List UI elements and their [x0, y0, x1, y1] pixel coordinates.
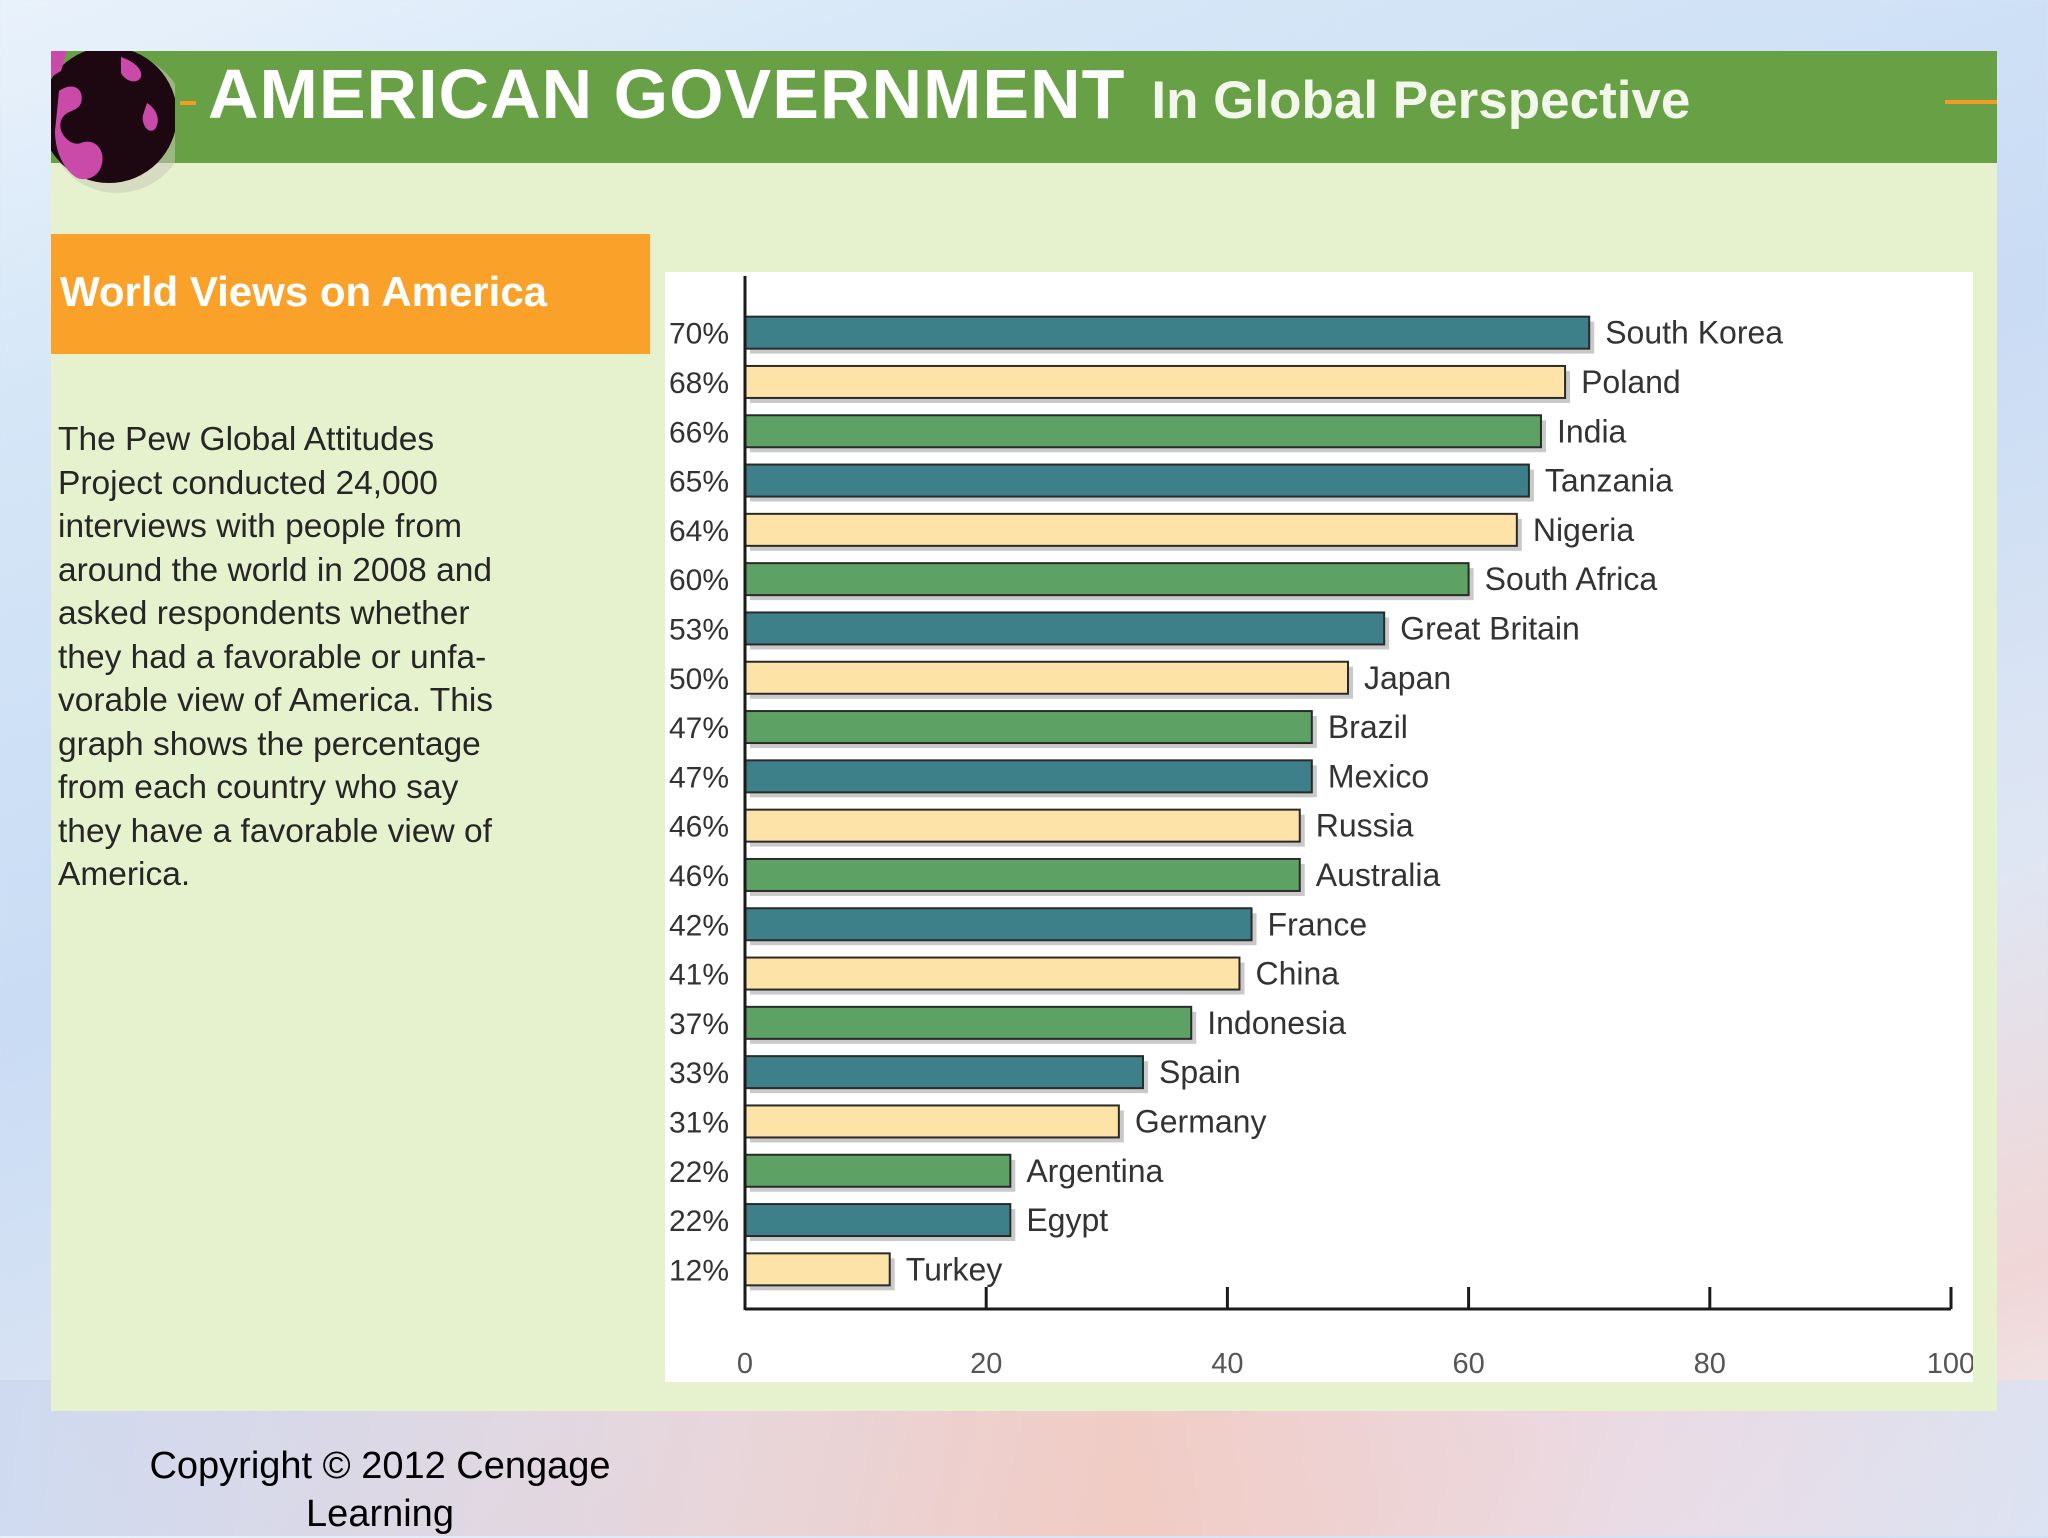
- value-label: 50%: [669, 663, 729, 696]
- value-label: 70%: [669, 318, 729, 351]
- category-label: Germany: [1135, 1103, 1267, 1139]
- value-label: 47%: [669, 761, 729, 794]
- description-line: they had a favorable or unfa-: [58, 638, 487, 676]
- value-label: 46%: [669, 811, 729, 844]
- category-label: Mexico: [1328, 758, 1429, 794]
- x-tick-label: 100: [1927, 1348, 1973, 1380]
- bar: [744, 808, 1301, 843]
- x-tick-label: 0: [737, 1348, 753, 1380]
- bar-chart: 70% South Korea 68% Poland 66% India 65% Tanzan…: [669, 276, 1973, 1380]
- category-label: South Africa: [1485, 561, 1658, 597]
- value-label: 53%: [669, 613, 729, 646]
- bar: [744, 562, 1470, 597]
- header-banner: [51, 51, 1997, 163]
- value-label: 65%: [669, 466, 729, 499]
- bar: [744, 611, 1386, 646]
- bar: [744, 759, 1313, 794]
- category-label: Nigeria: [1533, 512, 1635, 548]
- description-line: graph shows the percentage: [58, 725, 481, 763]
- category-label: Brazil: [1328, 709, 1408, 745]
- value-label: 46%: [669, 860, 729, 893]
- copyright-text: Copyright © 2012 Cengage Learning: [100, 1442, 660, 1538]
- category-label: Great Britain: [1400, 610, 1580, 646]
- description-line: Project conducted 24,000: [58, 464, 438, 502]
- globe-icon: [51, 51, 175, 221]
- chart-panel: 70% South Korea 68% Poland 66% India 65% Tanzan…: [665, 272, 1973, 1382]
- bar: [744, 315, 1591, 350]
- category-label: Tanzania: [1545, 463, 1673, 499]
- bar: [744, 660, 1349, 695]
- bar: [744, 1005, 1193, 1040]
- bar: [744, 710, 1313, 745]
- title-main: AMERICAN GOVERNMENT: [208, 55, 1126, 133]
- category-label: Japan: [1364, 660, 1451, 696]
- x-tick-label: 20: [970, 1348, 1002, 1380]
- description-line: interviews with people from: [58, 508, 463, 545]
- copyright-line: Learning: [306, 1493, 454, 1535]
- category-label: Russia: [1316, 808, 1414, 844]
- value-label: 66%: [669, 416, 729, 449]
- value-label: 22%: [669, 1205, 729, 1238]
- value-label: 64%: [669, 515, 729, 548]
- description-line: asked respondents whether: [58, 595, 470, 632]
- page-title: AMERICAN GOVERNMENT In Global Perspectiv…: [208, 54, 1690, 154]
- bar: [744, 414, 1542, 449]
- copyright-line: Copyright © 2012 Cengage: [149, 1445, 611, 1487]
- description-text: The Pew Global Attitudes Project conducte…: [58, 418, 578, 897]
- bar: [744, 1104, 1120, 1139]
- value-label: 37%: [669, 1008, 729, 1041]
- x-tick-label: 60: [1452, 1348, 1484, 1380]
- category-label: India: [1557, 413, 1627, 449]
- bar: [744, 907, 1253, 942]
- section-heading-box: [51, 234, 650, 354]
- x-tick-label: 40: [1211, 1348, 1243, 1380]
- category-label: Poland: [1581, 364, 1681, 400]
- category-label: Turkey: [906, 1251, 1003, 1287]
- x-tick-label: 80: [1694, 1348, 1726, 1380]
- bar: [744, 857, 1301, 892]
- value-label: 41%: [669, 959, 729, 992]
- category-label: South Korea: [1605, 315, 1783, 351]
- title-sub: In Global Perspective: [1151, 71, 1691, 130]
- value-label: 33%: [669, 1057, 729, 1090]
- description-line: from each country who say: [58, 769, 459, 806]
- value-label: 12%: [669, 1254, 729, 1287]
- description-line: they have a favorable view of: [58, 812, 492, 850]
- category-label: Spain: [1159, 1054, 1241, 1090]
- description-line: around the world in 2008 and: [58, 551, 492, 589]
- category-label: Egypt: [1026, 1202, 1108, 1238]
- banner-accent-left: [180, 101, 196, 105]
- bar: [744, 1055, 1144, 1090]
- banner-accent-right: [1945, 100, 1997, 104]
- section-heading: World Views on America: [60, 268, 548, 315]
- category-label: France: [1268, 906, 1368, 942]
- bar: [744, 1203, 1012, 1238]
- bar: [744, 1153, 1012, 1188]
- bar: [744, 1252, 891, 1287]
- description-line: America.: [58, 856, 191, 893]
- value-label: 68%: [669, 367, 729, 400]
- category-label: Australia: [1316, 857, 1441, 893]
- category-label: Indonesia: [1207, 1005, 1346, 1041]
- value-label: 47%: [669, 712, 729, 745]
- category-label: Argentina: [1026, 1153, 1163, 1189]
- bar: [744, 364, 1567, 399]
- value-label: 31%: [669, 1106, 729, 1139]
- value-label: 22%: [669, 1156, 729, 1189]
- category-label: China: [1255, 956, 1339, 992]
- bar: [744, 463, 1530, 498]
- description-line: The Pew Global Attitudes: [58, 421, 435, 458]
- value-label: 42%: [669, 909, 729, 942]
- description-line: vorable view of America. This: [58, 682, 494, 719]
- bar: [744, 956, 1241, 991]
- value-label: 60%: [669, 564, 729, 597]
- bar: [744, 512, 1518, 547]
